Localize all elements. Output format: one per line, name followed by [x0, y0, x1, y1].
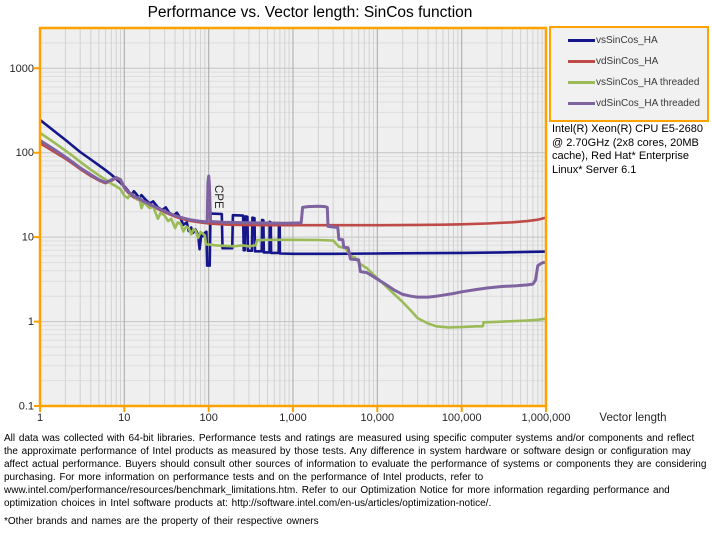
- legend-swatch-vdSinCos_HA: [568, 59, 595, 64]
- x-tick-label: 1,000: [279, 412, 307, 424]
- legend-swatch-vsSinCos_HA: [568, 38, 595, 43]
- legend-label: vsSinCos_HA: [596, 35, 658, 46]
- legend-label: vdSinCos_HA: [596, 56, 659, 67]
- legend-swatch-vsSinCos_HA-threaded: [568, 80, 595, 85]
- y-tick-label: 1: [28, 316, 34, 328]
- y-tick-label: 10: [22, 232, 34, 244]
- y-axis-tick-labels: 1000 100 10 1 0.1: [10, 63, 34, 413]
- x-axis-tick-labels: 1 10 100 1,000 10,000 100,000 1,000,000: [37, 412, 571, 424]
- chart-title: Performance vs. Vector length: SinCos fu…: [147, 4, 473, 21]
- brands-note: *Other brands and names are the property…: [4, 516, 319, 527]
- series-line-vdSinCos_HA-threaded: [39, 138, 547, 299]
- performance-chart: 1 10 100 1,000 10,000 100,000 1,000,000 100010…: [10, 26, 667, 424]
- legend-label: vsSinCos_HA threaded: [596, 77, 700, 88]
- x-tick-label: 1: [37, 412, 43, 424]
- x-tick-label: 10,000: [360, 412, 394, 424]
- legend-swatch-vdSinCos_HA-threaded: [568, 101, 595, 106]
- y-tick-label: 0.1: [19, 401, 34, 413]
- legend-item: vdSinCos_HA threaded: [551, 93, 707, 114]
- y-tick-label: 100: [16, 147, 34, 159]
- axis-ticks: [34, 67, 547, 412]
- legend-item: vsSinCos_HA threaded: [551, 72, 707, 93]
- y-tick-label: 1000: [10, 63, 34, 75]
- legend-item: vsSinCos_HA: [551, 30, 707, 51]
- disclaimer-text: All data was collected with 64-bit libra…: [4, 433, 707, 509]
- x-tick-label: 10: [118, 412, 130, 424]
- legend: vsSinCos_HA vdSinCos_HA vsSinCos_HA thre…: [549, 26, 709, 122]
- y-axis-title: CPE: [212, 185, 224, 209]
- axis-tick-marks: [34, 67, 547, 412]
- cpu-annotation: Intel(R) Xeon(R) CPU E5-2680 @ 2.70GHz (…: [552, 123, 704, 176]
- x-tick-label: 100,000: [442, 412, 482, 424]
- x-tick-label: 1,000,000: [522, 412, 571, 424]
- legend-label: vdSinCos_HA threaded: [596, 98, 700, 109]
- x-tick-label: 100: [200, 412, 218, 424]
- x-axis-title: Vector length: [599, 412, 666, 424]
- series-group: [39, 118, 547, 329]
- legend-item: vdSinCos_HA: [551, 51, 707, 72]
